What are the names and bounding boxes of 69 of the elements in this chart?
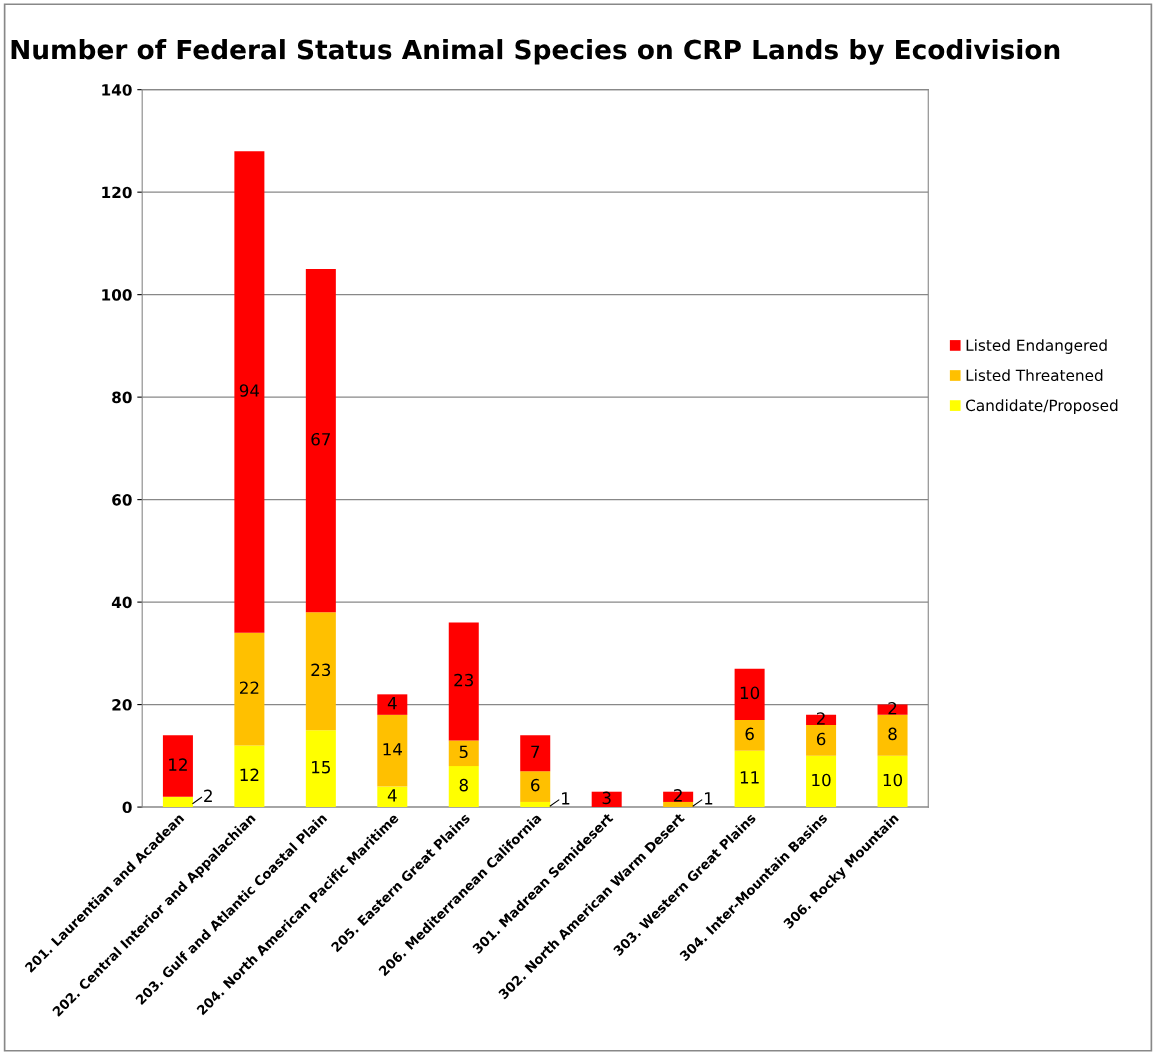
bar — [663, 801, 694, 808]
data-label: 8 — [459, 778, 468, 792]
data-label: 2 — [888, 701, 897, 715]
bar — [734, 750, 765, 808]
bar — [734, 719, 765, 751]
bar — [377, 786, 408, 808]
data-label: 1 — [562, 792, 570, 805]
bar — [448, 766, 479, 808]
bar — [234, 632, 265, 746]
y-tick-label: 0 — [122, 801, 132, 814]
bar — [877, 714, 908, 756]
data-label: 6 — [745, 727, 754, 741]
bar — [520, 801, 551, 808]
bar — [305, 612, 336, 731]
y-tick-label: 100 — [102, 289, 132, 301]
bar — [806, 725, 837, 756]
legend-label: Candidate/Proposed — [966, 399, 1118, 415]
data-label: 6 — [531, 778, 540, 792]
y-tick-label: 80 — [112, 391, 132, 404]
data-label: 1 — [704, 792, 713, 805]
bar — [234, 151, 265, 633]
data-label: 2 — [674, 789, 682, 802]
data-label: 4 — [387, 697, 397, 710]
data-label: 6 — [816, 732, 826, 746]
data-label: 10 — [740, 686, 760, 700]
legend-label: Listed Endangered — [966, 339, 1107, 354]
data-label: 10 — [883, 773, 903, 787]
data-label: 23 — [454, 673, 474, 687]
legend-label: Listed Threatened — [966, 369, 1103, 382]
data-label: 2 — [204, 789, 212, 802]
bar — [234, 745, 265, 808]
data-label: 15 — [312, 761, 330, 774]
y-tick-label: 60 — [112, 494, 132, 506]
bar — [520, 735, 551, 772]
data-label: 23 — [311, 663, 331, 677]
bar — [591, 791, 622, 808]
data-label: 8 — [888, 727, 897, 741]
y-tick-label: 40 — [111, 596, 132, 609]
data-label: 94 — [239, 384, 260, 397]
bar — [520, 771, 551, 802]
data-label: 5 — [459, 745, 468, 759]
data-label: 10 — [812, 773, 831, 787]
data-label: 12 — [240, 768, 259, 781]
data-label: 11 — [740, 771, 759, 784]
bar — [305, 730, 336, 808]
data-label: 2 — [816, 712, 825, 725]
data-label: 22 — [240, 681, 259, 694]
bar — [877, 704, 908, 715]
bar — [162, 796, 193, 808]
bar — [305, 269, 336, 613]
data-label: 3 — [602, 791, 611, 805]
bar — [663, 791, 694, 802]
bar — [448, 622, 479, 741]
y-tick-label: 120 — [102, 186, 132, 199]
chart-title: Number of Federal Status Animal Species on CRP Lands by Ecodivision — [11, 39, 1060, 65]
bar — [377, 714, 408, 787]
y-tick-label: 20 — [112, 699, 132, 711]
bar — [162, 735, 193, 797]
data-label: 7 — [531, 745, 540, 758]
data-label: 4 — [387, 789, 397, 802]
y-tick-label: 140 — [102, 84, 132, 96]
bar — [877, 755, 908, 808]
bar — [377, 694, 408, 715]
data-label: 67 — [311, 432, 331, 446]
bar — [448, 740, 479, 767]
bar — [734, 668, 765, 720]
data-label: 14 — [383, 743, 402, 756]
data-label: 12 — [169, 758, 187, 771]
bar — [806, 755, 837, 808]
